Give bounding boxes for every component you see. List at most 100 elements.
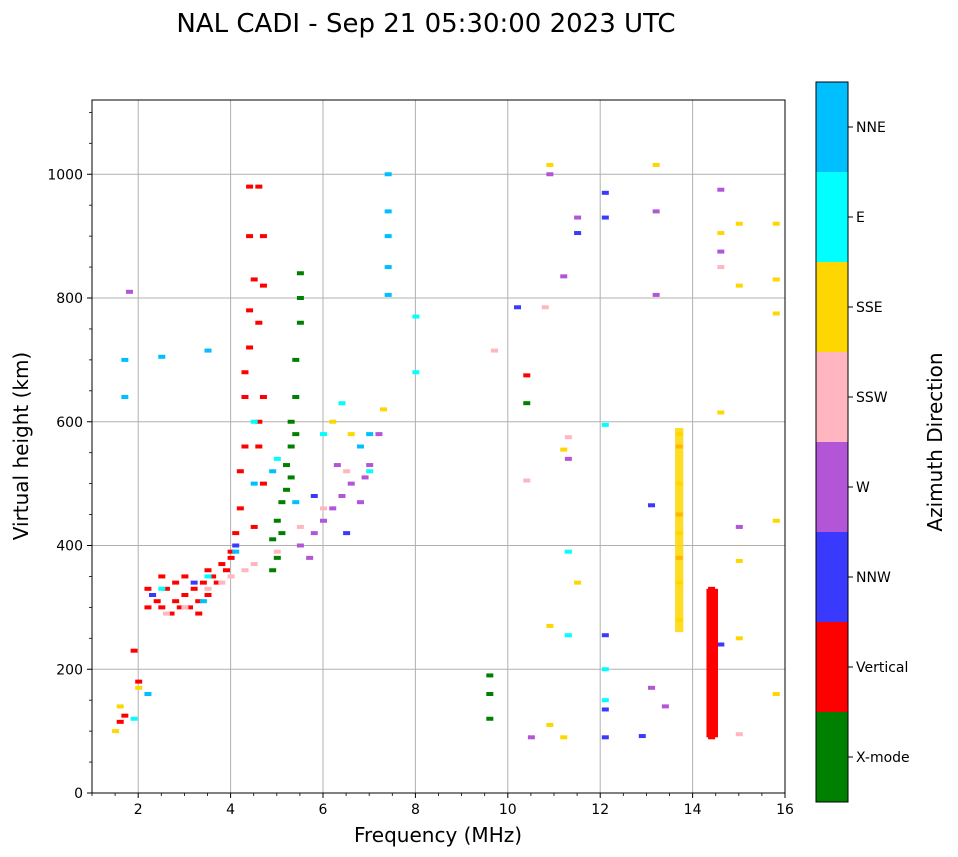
point-ssw <box>204 586 212 591</box>
point-sse <box>735 221 743 226</box>
point-vertical <box>255 444 263 449</box>
point-w <box>320 518 327 523</box>
point-sse <box>735 558 743 563</box>
point-vertical <box>255 184 263 189</box>
point-nnw <box>190 580 198 585</box>
point-vertical <box>523 373 531 378</box>
point-x-mode <box>523 401 531 406</box>
point-nne <box>158 354 166 359</box>
point-nnw <box>638 734 646 739</box>
data-points <box>112 162 780 740</box>
point-vertical <box>153 599 161 604</box>
x-tick-label: 10 <box>499 802 517 818</box>
point-nne <box>199 599 207 604</box>
point-nnw <box>149 593 157 597</box>
point-nne <box>269 469 277 474</box>
point-ssw <box>296 524 304 529</box>
point-ssw <box>250 562 258 567</box>
point-e <box>338 401 346 406</box>
point-sse <box>717 410 725 415</box>
point-w <box>329 506 337 511</box>
point-vertical <box>246 234 254 239</box>
point-nne <box>232 549 240 554</box>
point-e <box>204 574 212 579</box>
point-vertical <box>158 605 166 610</box>
point-x-mode <box>273 555 281 560</box>
point-nnw <box>574 231 582 236</box>
point-e <box>601 422 609 427</box>
point-vertical <box>144 605 152 610</box>
point-sse <box>135 685 143 690</box>
point-ssw <box>227 574 235 579</box>
x-tick-label: 2 <box>134 802 143 818</box>
point-w <box>306 555 314 560</box>
point-sse <box>652 162 660 167</box>
point-sse <box>735 636 743 641</box>
point-ssw <box>523 478 531 483</box>
colorbar-tick-label: SSE <box>856 300 883 316</box>
point-x-mode <box>278 531 286 536</box>
point-vertical <box>259 395 267 399</box>
point-ssw <box>735 732 743 737</box>
point-vertical <box>246 184 254 189</box>
colorbar-segment-sse <box>816 262 848 352</box>
point-sse <box>772 311 780 316</box>
point-w <box>574 215 582 220</box>
point-nne <box>384 234 392 239</box>
colorbar-segment-vertical <box>816 622 848 712</box>
point-nnw <box>232 543 240 548</box>
point-vertical <box>255 320 263 325</box>
point-nne <box>121 357 129 362</box>
x-tick-label: 12 <box>591 802 609 818</box>
point-w <box>652 292 660 297</box>
point-vertical <box>116 719 124 724</box>
point-w <box>717 249 725 254</box>
point-x-mode <box>296 320 304 325</box>
point-vertical <box>246 308 254 313</box>
point-sse <box>329 419 337 424</box>
point-nne <box>250 481 258 486</box>
point-ssw <box>218 580 226 585</box>
sse-echo-column <box>675 427 684 633</box>
colorbar-segment-nnw <box>816 532 848 622</box>
point-vertical <box>135 679 143 684</box>
point-w <box>661 704 669 709</box>
colorbar-segment-x-mode <box>816 712 848 802</box>
point-vertical <box>181 593 189 597</box>
point-sse <box>112 729 120 734</box>
point-x-mode <box>269 537 277 542</box>
point-vertical <box>121 713 129 718</box>
point-x-mode <box>287 419 295 424</box>
point-w <box>347 481 355 486</box>
point-x-mode <box>486 716 494 721</box>
point-nne <box>366 432 374 437</box>
point-sse <box>560 447 568 452</box>
point-e <box>130 716 138 721</box>
point-nne <box>384 172 392 177</box>
y-tick-label: 400 <box>56 539 83 555</box>
point-vertical <box>250 277 258 282</box>
point-nnw <box>648 503 656 508</box>
point-vertical <box>255 419 263 424</box>
point-e <box>158 586 166 591</box>
point-x-mode <box>292 395 300 399</box>
point-w <box>564 456 572 461</box>
point-vertical <box>176 605 184 610</box>
point-vertical <box>250 524 258 529</box>
point-vertical <box>236 506 244 511</box>
point-vertical <box>246 345 254 350</box>
point-nnw <box>514 305 522 310</box>
x-axis-ticks: 2 4 6 8 10 12 14 16 <box>91 793 794 818</box>
point-e <box>564 549 572 554</box>
point-vertical <box>227 549 235 554</box>
point-sse <box>347 432 355 437</box>
point-e <box>412 370 420 375</box>
point-vertical <box>259 481 267 486</box>
point-nnw <box>601 190 609 195</box>
y-tick-label: 200 <box>56 662 83 678</box>
point-vertical <box>218 562 226 567</box>
x-tick-label: 16 <box>776 802 794 818</box>
point-x-mode <box>283 463 291 468</box>
point-ssw <box>273 549 281 554</box>
